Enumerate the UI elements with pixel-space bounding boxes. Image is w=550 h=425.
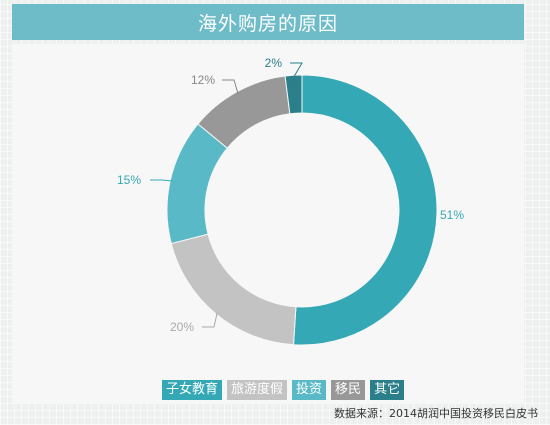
legend-item-5: 其它 — [370, 380, 405, 400]
donut-slice-1 — [292, 74, 438, 346]
legend-item-4: 移民 — [331, 380, 366, 400]
chart-panel: 51% 20% 15% 12% 2% 子女教育 旅游度假 投资 移民 其它 — [12, 44, 524, 404]
donut-chart: 51% 20% 15% 12% 2% — [117, 56, 464, 346]
slice-leader-line-2 — [202, 312, 218, 328]
slice-label-2: 20% — [170, 320, 194, 334]
chart-legend: 子女教育 旅游度假 投资 移民 其它 — [162, 380, 405, 400]
donut-slice-3 — [166, 123, 228, 245]
legend-item-2: 旅游度假 — [227, 380, 288, 400]
slice-leader-line-1 — [419, 213, 435, 216]
legend-item-3: 投资 — [292, 380, 327, 400]
slice-leader-line-3 — [150, 179, 173, 182]
chart-title: 海外购房的原因 — [12, 4, 524, 40]
slice-leader-line-5 — [290, 62, 303, 78]
slice-label-3: 15% — [117, 173, 141, 187]
slice-label-4: 12% — [191, 73, 215, 87]
donut-slice-5 — [284, 74, 303, 115]
slice-label-5: 2% — [265, 56, 283, 70]
slice-leader-line-4 — [222, 79, 239, 94]
source-note: 数据来源：2014胡润中国投资移民白皮书 — [334, 407, 538, 420]
legend-item-1: 子女教育 — [162, 380, 223, 400]
slice-label-1: 51% — [440, 208, 464, 222]
